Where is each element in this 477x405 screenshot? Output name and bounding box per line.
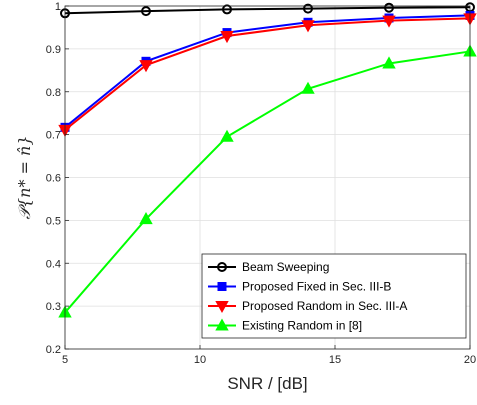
x-tick-label: 10 — [194, 354, 206, 366]
legend-marker — [215, 318, 229, 331]
x-ticks: 5 10 15 20 — [62, 345, 476, 366]
y-tick-label: 0.6 — [46, 173, 61, 185]
legend-item: Proposed Random in Sec. III-A — [208, 299, 407, 314]
legend-item: Existing Random in [8] — [208, 318, 362, 333]
data-point — [222, 4, 232, 15]
legend-marker — [215, 301, 229, 314]
y-axis-label: 𝒫{n* = n̂} — [15, 135, 34, 219]
x-tick-label: 15 — [329, 354, 341, 366]
legend: Beam Sweeping Proposed Fixed in Sec. III-… — [201, 253, 467, 339]
y-tick-label: 1 — [55, 1, 61, 13]
x-axis-label: SNR / [dB] — [227, 374, 307, 393]
legend-item: Proposed Fixed in Sec. III-B — [208, 280, 391, 294]
legend-box — [201, 253, 467, 339]
series-line — [64, 14, 471, 129]
legend-label: Proposed Random in Sec. III-A — [242, 299, 407, 313]
data-point — [301, 81, 315, 94]
y-tick-label: 0.4 — [46, 258, 61, 270]
y-tick-label: 0.3 — [46, 301, 61, 313]
legend-label: Beam Sweeping — [242, 260, 329, 274]
y-tick-label: 0.7 — [46, 130, 61, 142]
x-tick-label: 5 — [62, 354, 68, 366]
y-tick-label: 0.8 — [46, 87, 61, 99]
data-point — [220, 31, 234, 44]
data-point — [139, 60, 153, 73]
data-point — [382, 15, 396, 28]
series-3 — [58, 13, 477, 137]
data-point — [382, 56, 396, 69]
series-line — [64, 6, 471, 15]
legend-item: Beam Sweeping — [208, 260, 329, 274]
data-point — [303, 3, 313, 14]
legend-label: Proposed Fixed in Sec. III-B — [242, 280, 391, 294]
x-tick-label: 20 — [464, 354, 476, 366]
legend-label: Existing Random in [8] — [242, 319, 362, 333]
legend-marker — [217, 282, 227, 291]
data-point — [384, 2, 394, 13]
series-line — [64, 17, 471, 131]
y-ticks: 0.2 0.3 0.4 0.5 0.6 0.7 0.8 0.9 1 — [46, 1, 69, 356]
y-tick-label: 0.2 — [46, 344, 61, 356]
grid — [64, 5, 471, 350]
data-point — [141, 6, 151, 17]
data-point — [220, 129, 234, 142]
legend-marker — [217, 262, 227, 272]
series-line — [64, 50, 471, 314]
y-tick-label: 0.9 — [46, 44, 61, 56]
y-tick-label: 0.5 — [46, 215, 61, 227]
data-point — [301, 20, 315, 33]
data-point — [139, 212, 153, 225]
